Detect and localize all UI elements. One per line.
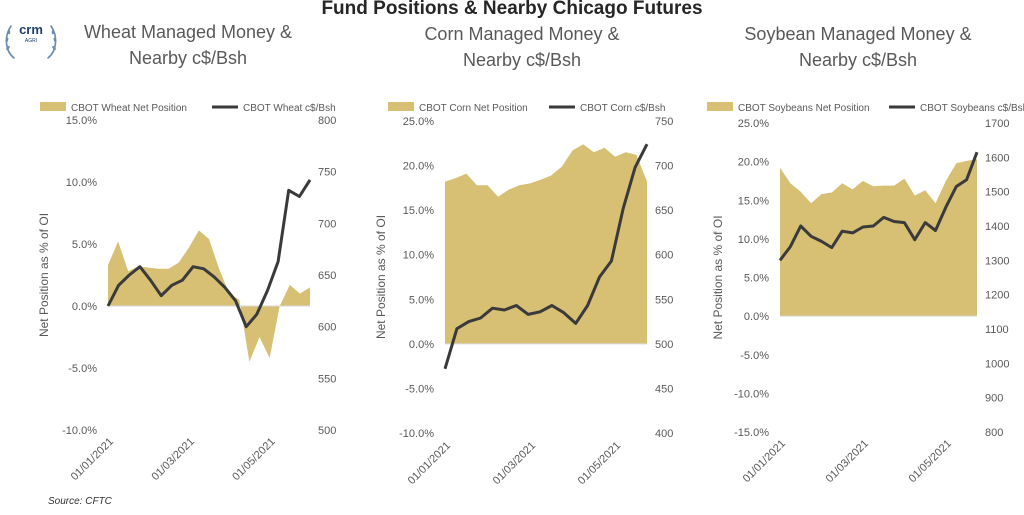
legend-swatch-area (707, 102, 733, 111)
y2-tick-label: 1200 (985, 290, 1009, 302)
y-tick-label: 15.0% (403, 205, 434, 217)
y2-tick-label: 400 (655, 428, 673, 440)
y2-tick-label: 750 (655, 116, 673, 128)
y2-tick-label: 1500 (985, 187, 1009, 199)
y-tick-label: 5.0% (72, 239, 97, 251)
chart-title: Wheat Managed Money & (84, 22, 292, 42)
price-line (778, 151, 979, 262)
y-tick-label: -5.0% (405, 383, 434, 395)
x-tick-label: 01/03/2021 (824, 438, 871, 485)
x-tick-label: 01/05/2021 (907, 438, 954, 485)
y-tick-label: 10.0% (738, 234, 769, 246)
chart-title: Nearby c$/Bsh (129, 48, 247, 68)
y-tick-label: 15.0% (66, 115, 97, 127)
net-position-area (780, 159, 977, 317)
y2-tick-label: 700 (318, 218, 336, 230)
y2-tick-label: 550 (655, 294, 673, 306)
chart-title: Soybean Managed Money & (744, 24, 971, 44)
net-position-area (445, 144, 647, 344)
price-line (443, 143, 649, 370)
y-tick-label: 0.0% (409, 339, 434, 351)
y2-tick-label: 700 (655, 161, 673, 173)
y2-tick-label: 650 (655, 205, 673, 217)
chart-title: Corn Managed Money & (424, 24, 619, 44)
y-tick-label: 20.0% (403, 161, 434, 173)
y-tick-label: 0.0% (744, 311, 769, 323)
y-tick-label: 25.0% (738, 118, 769, 130)
y-tick-label: 10.0% (66, 177, 97, 189)
legend-label: CBOT Corn Net Position (419, 103, 528, 114)
y2-tick-label: 600 (655, 250, 673, 262)
y-axis-title: Net Position as % of OI (374, 215, 388, 339)
y2-tick-label: 900 (985, 393, 1003, 405)
y2-tick-label: 550 (318, 373, 336, 385)
y2-tick-label: 800 (318, 115, 336, 127)
y-tick-label: -10.0% (62, 425, 97, 437)
y-tick-label: -15.0% (734, 427, 769, 439)
legend-swatch-area (40, 102, 66, 111)
crm-agri-logo (5, 25, 57, 59)
y2-tick-label: 1600 (985, 152, 1009, 164)
y2-tick-label: 750 (318, 167, 336, 179)
y-tick-label: 5.0% (409, 294, 434, 306)
net-position-area (108, 230, 310, 362)
y-tick-label: 15.0% (738, 195, 769, 207)
y2-tick-label: 1300 (985, 255, 1009, 267)
legend-label: CBOT Wheat Net Position (71, 103, 187, 114)
y2-tick-label: 1100 (985, 324, 1009, 336)
logo-subtext: AGRI (24, 38, 38, 44)
y-axis-title: Net Position as % of OI (37, 213, 51, 337)
y2-tick-label: 800 (985, 427, 1003, 439)
legend-swatch-area (388, 102, 414, 111)
legend-label: CBOT Wheat c$/Bsh (243, 103, 336, 114)
y-tick-label: 10.0% (403, 250, 434, 262)
y2-tick-label: 1000 (985, 358, 1009, 370)
y-tick-label: -5.0% (68, 363, 97, 375)
legend-label: CBOT Soybeans c$/Bsh (920, 103, 1024, 114)
y2-tick-label: 1400 (985, 221, 1009, 233)
y2-tick-label: 600 (318, 322, 336, 334)
source-note: Source: CFTC (48, 496, 112, 507)
y2-tick-label: 450 (655, 383, 673, 395)
logo-text: crm (19, 22, 43, 37)
chart-title: Nearby c$/Bsh (463, 50, 581, 70)
y2-tick-label: 650 (318, 270, 336, 282)
y-tick-label: 25.0% (403, 116, 434, 128)
y2-tick-label: 1700 (985, 118, 1009, 130)
y2-tick-label: 500 (318, 425, 336, 437)
y-tick-label: -10.0% (399, 428, 434, 440)
x-tick-label: 01/01/2021 (741, 438, 788, 485)
chart-title: Nearby c$/Bsh (799, 50, 917, 70)
page-title: Fund Positions & Nearby Chicago Futures (321, 0, 703, 19)
y-tick-label: 5.0% (744, 273, 769, 285)
legend-label: CBOT Corn c$/Bsh (580, 103, 665, 114)
y-tick-label: 0.0% (72, 301, 97, 313)
y-tick-label: -5.0% (740, 350, 769, 362)
y-tick-label: 20.0% (738, 157, 769, 169)
y-axis-title: Net Position as % of OI (711, 215, 725, 339)
legend-label: CBOT Soybeans Net Position (738, 103, 870, 114)
price-line (106, 179, 312, 329)
y2-tick-label: 500 (655, 339, 673, 351)
y-tick-label: -10.0% (734, 388, 769, 400)
